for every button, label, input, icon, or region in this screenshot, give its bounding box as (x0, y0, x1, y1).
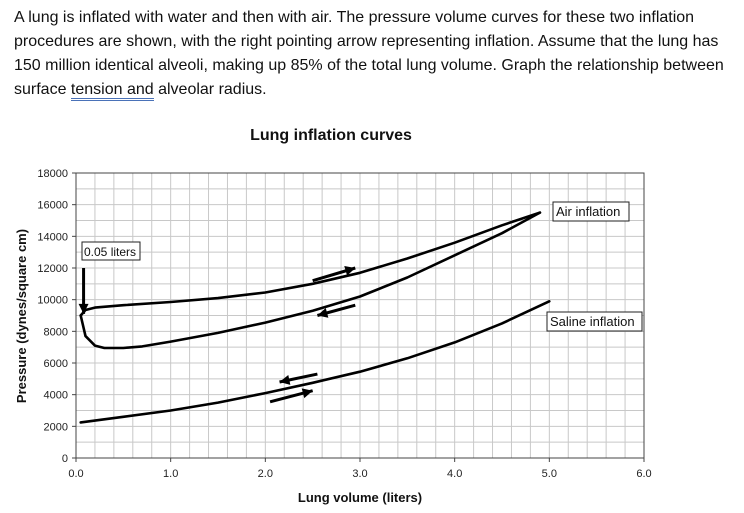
x-axis-label: Lung volume (liters) (298, 490, 422, 505)
legend-saline-inflation: Saline inflation (550, 314, 635, 329)
x-tick-label: 5.0 (542, 468, 557, 480)
x-tick-label: 1.0 (163, 468, 178, 480)
legend-air-inflation: Air inflation (556, 204, 620, 219)
y-tick-label: 0 (62, 453, 68, 465)
legend-saline-box (546, 311, 643, 332)
question-text: A lung is inflated with water and then w… (14, 6, 730, 102)
y-tick-label: 6000 (44, 358, 68, 370)
question-text-main: A lung is inflated with water and then w… (14, 9, 724, 98)
x-tick-label: 3.0 (352, 468, 367, 480)
y-axis-ticks: 0 2000 4000 6000 8000 10000 12000 14000 16000 180… (37, 168, 76, 465)
direction-arrow-head (317, 308, 329, 318)
y-tick-label: 18000 (37, 168, 68, 180)
spellcheck-underlined-text: tension and (70, 81, 154, 101)
direction-arrow-head (78, 303, 89, 314)
x-tick-label: 0.0 (68, 468, 83, 480)
curves (79, 211, 551, 424)
direction-arrow-head (301, 388, 313, 399)
chart-grid (75, 172, 645, 459)
x-tick-label: 6.0 (636, 468, 651, 480)
y-axis-label: Pressure (dynes/square cm) (14, 229, 29, 403)
y-tick-label: 2000 (44, 421, 68, 433)
x-tick-label: 4.0 (447, 468, 462, 480)
saline-inflation-curve (79, 299, 551, 424)
air-deflation-curve (79, 211, 542, 350)
y-tick-label: 14000 (37, 231, 68, 243)
chart-title: Lung inflation curves (250, 127, 412, 144)
y-tick-label: 16000 (37, 200, 68, 212)
y-tick-label: 8000 (44, 326, 68, 338)
x-axis-ticks: 0.0 1.0 2.0 3.0 4.0 5.0 6.0 (68, 458, 652, 480)
annotation-volume-label: 0.05 liters (84, 245, 136, 259)
question-text-end: alveolar radius. (153, 81, 267, 98)
direction-arrows (78, 266, 356, 404)
legend-air-box (552, 201, 630, 222)
direction-arrow-head (279, 375, 291, 385)
y-tick-label: 12000 (37, 263, 68, 275)
direction-arrow-head (344, 266, 356, 276)
y-tick-label: 4000 (44, 390, 68, 402)
x-tick-label: 2.0 (258, 468, 273, 480)
air-inflation-curve (79, 211, 542, 317)
annotation-box (81, 241, 141, 261)
y-tick-label: 10000 (37, 295, 68, 307)
